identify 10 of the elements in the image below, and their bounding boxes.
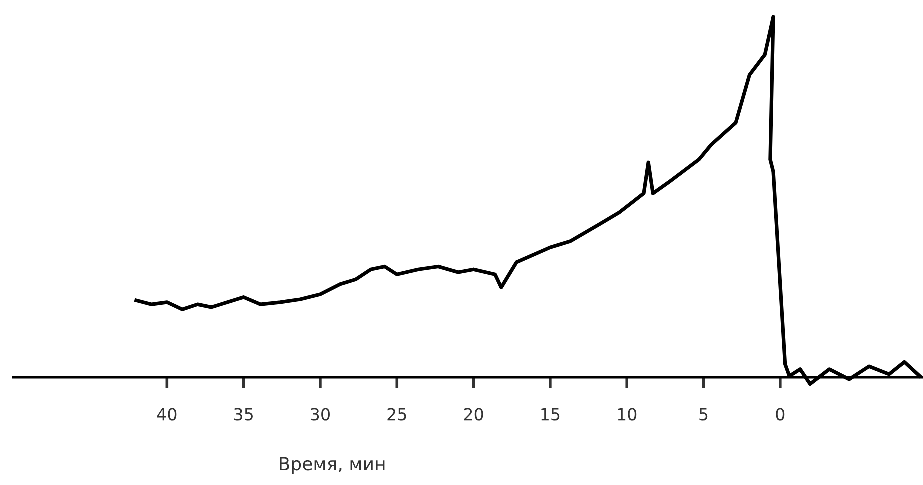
x-axis-title: Время, мин [280, 457, 385, 474]
x-tick-label: 0 [776, 408, 785, 421]
x-tick-label: 30 [311, 408, 330, 421]
x-tick-label: 40 [157, 408, 177, 421]
x-tick-label: 5 [700, 408, 708, 421]
x-tick-label: 20 [464, 408, 484, 421]
x-tick-label: 25 [388, 408, 406, 421]
x-tick-label: 15 [542, 408, 560, 421]
x-tick-label: 10 [618, 408, 637, 421]
x-tick-label: 35 [234, 408, 253, 421]
